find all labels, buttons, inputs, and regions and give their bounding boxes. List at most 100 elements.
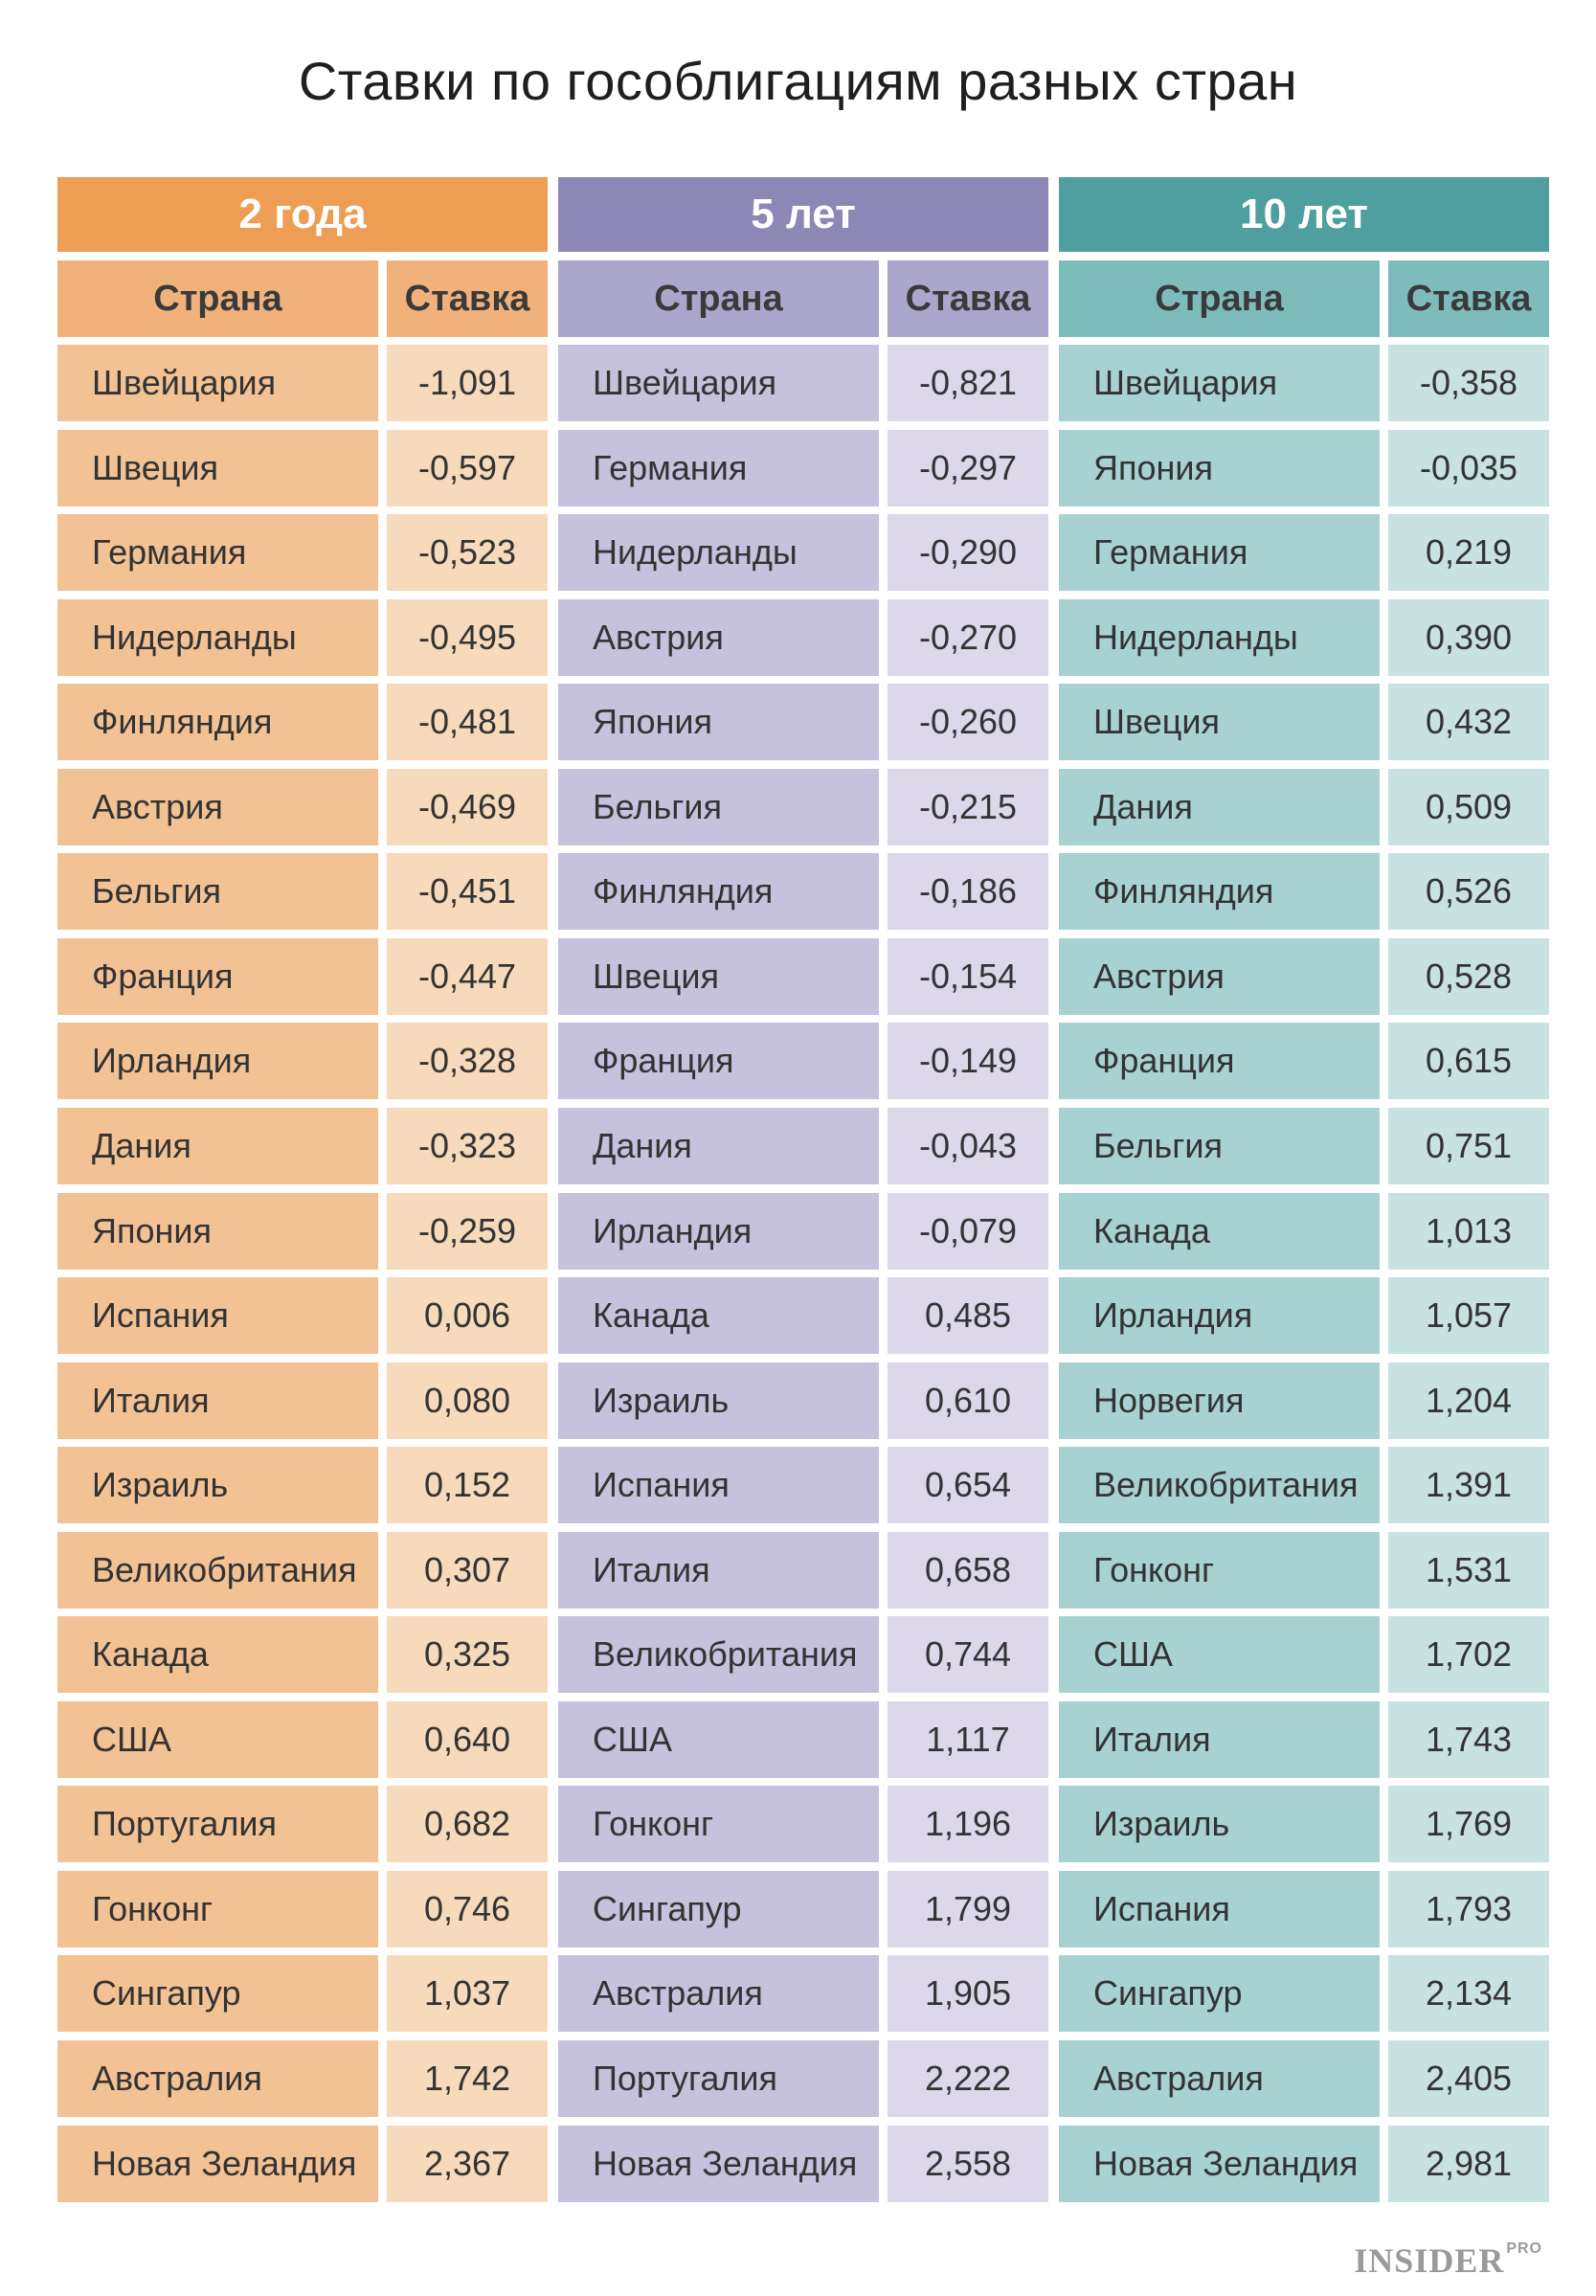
country-cell: Испания	[558, 1447, 879, 1524]
rate-cell: 1,117	[888, 1700, 1048, 1778]
rate-cell: 2,134	[1388, 1955, 1549, 2033]
country-column-header: Страна	[558, 260, 879, 337]
country-cell: Франция	[1059, 1023, 1380, 1100]
country-cell: Гонконг	[558, 1786, 879, 1863]
country-cell: Германия	[558, 429, 879, 506]
country-cell: Новая Зеландия	[558, 2125, 879, 2202]
rate-cell: -0,447	[387, 937, 548, 1015]
rate-cell: 1,743	[1388, 1700, 1549, 1778]
country-cell: Великобритания	[558, 1616, 879, 1694]
country-cell: Франция	[558, 1023, 879, 1100]
rate-cell: 1,057	[1388, 1277, 1549, 1355]
country-cell: Новая Зеландия	[1059, 2125, 1380, 2202]
logo-main: INSIDER	[1354, 2241, 1505, 2280]
country-cell: Ирландия	[558, 1192, 879, 1270]
country-cell: Австрия	[57, 768, 378, 845]
country-cell: Австралия	[558, 1955, 879, 2033]
country-cell: Дания	[57, 1107, 378, 1184]
country-cell: Гонконг	[1059, 1531, 1380, 1609]
country-cell: Швеция	[57, 429, 378, 506]
rate-cell: 0,509	[1388, 768, 1549, 845]
table-period-header: 5 лет	[558, 177, 1048, 252]
country-cell: США	[1059, 1616, 1380, 1694]
rate-cell: 0,432	[1388, 684, 1549, 761]
country-cell: Австрия	[558, 598, 879, 676]
rate-cell: -0,495	[387, 598, 548, 676]
rate-cell: 2,367	[387, 2125, 548, 2202]
country-cell: Австралия	[57, 2040, 378, 2117]
rate-cell: 0,152	[387, 1447, 548, 1524]
rate-cell: -0,297	[888, 429, 1048, 506]
rate-column-header: Ставка	[387, 260, 548, 337]
country-cell: Германия	[57, 514, 378, 592]
rate-cell: 1,793	[1388, 1870, 1549, 1947]
rate-cell: -0,260	[888, 684, 1048, 761]
rate-cell: 1,196	[888, 1786, 1048, 1863]
rate-cell: 0,485	[888, 1277, 1048, 1355]
country-cell: Новая Зеландия	[57, 2125, 378, 2202]
country-cell: Швейцария	[1059, 345, 1380, 421]
country-cell: Ирландия	[57, 1023, 378, 1100]
rate-cell: -0,597	[387, 429, 548, 506]
rate-cell: -0,821	[888, 345, 1048, 421]
rate-cell: 0,610	[888, 1362, 1048, 1439]
rate-cell: -0,451	[387, 853, 548, 931]
country-cell: Испания	[57, 1277, 378, 1355]
country-cell: Австралия	[1059, 2040, 1380, 2117]
rate-cell: 0,744	[888, 1616, 1048, 1694]
rate-cell: 2,405	[1388, 2040, 1549, 2117]
country-cell: Испания	[1059, 1870, 1380, 1947]
table-panel: 10 лет Страна Ставка Швейцария -0,358 Япония -…	[1059, 177, 1549, 2217]
country-cell: Япония	[558, 684, 879, 761]
country-cell: Швейцария	[57, 345, 378, 421]
rate-cell: -0,215	[888, 768, 1048, 845]
rate-cell: 0,682	[387, 1786, 548, 1863]
rate-cell: 1,769	[1388, 1786, 1549, 1863]
country-cell: Нидерланды	[57, 598, 378, 676]
rate-cell: 1,905	[888, 1955, 1048, 2033]
rate-cell: 0,307	[387, 1531, 548, 1609]
rate-cell: -0,043	[888, 1107, 1048, 1184]
rate-cell: -0,328	[387, 1023, 548, 1100]
rate-cell: 0,219	[1388, 514, 1549, 592]
rate-cell: 0,080	[387, 1362, 548, 1439]
country-cell: Нидерланды	[1059, 598, 1380, 676]
country-cell: США	[57, 1700, 378, 1778]
rate-cell: 0,746	[387, 1870, 548, 1947]
country-cell: Дания	[1059, 768, 1380, 845]
country-cell: Канада	[558, 1277, 879, 1355]
country-cell: Канада	[1059, 1192, 1380, 1270]
rate-cell: 1,702	[1388, 1616, 1549, 1694]
country-column-header: Страна	[1059, 260, 1380, 337]
country-cell: Финляндия	[1059, 853, 1380, 931]
table-panel: 5 лет Страна Ставка Швейцария -0,821 Германия…	[558, 177, 1048, 2217]
rate-cell: -0,523	[387, 514, 548, 592]
rate-cell: 1,742	[387, 2040, 548, 2117]
rate-cell: 0,658	[888, 1531, 1048, 1609]
rate-cell: 1,391	[1388, 1447, 1549, 1524]
country-cell: Португалия	[558, 2040, 879, 2117]
country-cell: Германия	[1059, 514, 1380, 592]
country-cell: Италия	[558, 1531, 879, 1609]
country-cell: Сингапур	[1059, 1955, 1380, 2033]
rate-cell: -0,186	[888, 853, 1048, 931]
country-cell: Италия	[57, 1362, 378, 1439]
rate-cell: -0,149	[888, 1023, 1048, 1100]
rate-cell: 0,528	[1388, 937, 1549, 1015]
rate-cell: -1,091	[387, 345, 548, 421]
country-cell: Италия	[1059, 1700, 1380, 1778]
table-period-header: 10 лет	[1059, 177, 1549, 252]
rate-cell: 0,640	[387, 1700, 548, 1778]
country-cell: Бельгия	[57, 853, 378, 931]
rate-cell: 2,558	[888, 2125, 1048, 2202]
rate-cell: -0,154	[888, 937, 1048, 1015]
rate-cell: -0,323	[387, 1107, 548, 1184]
rate-cell: 1,799	[888, 1870, 1048, 1947]
rate-cell: 0,526	[1388, 853, 1549, 931]
rate-cell: 0,390	[1388, 598, 1549, 676]
country-cell: Сингапур	[558, 1870, 879, 1947]
country-cell: Швеция	[558, 937, 879, 1015]
country-cell: Канада	[57, 1616, 378, 1694]
rate-cell: 1,037	[387, 1955, 548, 2033]
country-cell: Финляндия	[558, 853, 879, 931]
